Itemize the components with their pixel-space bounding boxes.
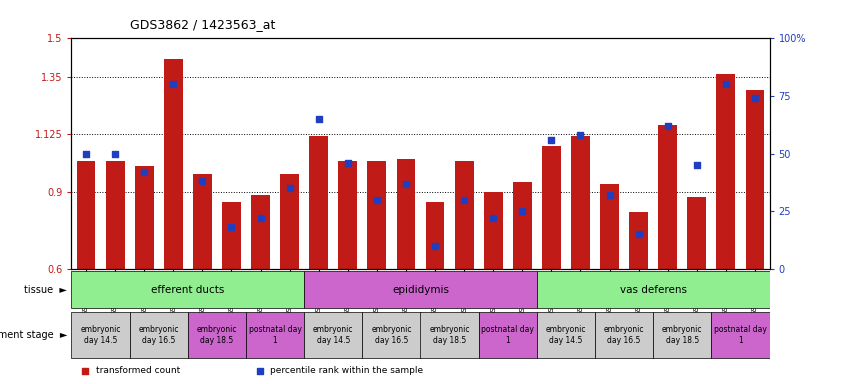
Point [79, 151, 93, 157]
Bar [130, 312, 188, 358]
Bar [600, 184, 619, 269]
Bar [304, 312, 362, 358]
Bar [164, 59, 182, 269]
Point [603, 192, 616, 198]
Point [137, 169, 151, 175]
Text: embryonic
day 18.5: embryonic day 18.5 [197, 325, 237, 345]
Text: embryonic
day 18.5: embryonic day 18.5 [430, 325, 470, 345]
Text: efferent ducts: efferent ducts [151, 285, 225, 295]
Text: embryonic
day 16.5: embryonic day 16.5 [139, 325, 179, 345]
Text: postnatal day
1: postnatal day 1 [714, 325, 767, 345]
Bar [280, 174, 299, 269]
Bar [687, 197, 706, 269]
Bar [309, 136, 328, 269]
Bar [659, 126, 677, 269]
Bar [537, 312, 595, 358]
Bar [396, 159, 415, 269]
Bar [537, 271, 770, 308]
Point [253, 367, 267, 374]
Bar [629, 212, 648, 269]
Text: transformed count: transformed count [96, 366, 180, 375]
Point [661, 123, 674, 129]
Point [283, 185, 296, 191]
Text: embryonic
day 18.5: embryonic day 18.5 [662, 325, 702, 345]
Text: epididymis: epididymis [392, 285, 449, 295]
Point [458, 197, 471, 203]
Bar [745, 89, 764, 269]
Text: embryonic
day 14.5: embryonic day 14.5 [81, 325, 121, 345]
Point [370, 197, 383, 203]
Bar [368, 161, 386, 269]
Text: embryonic
day 16.5: embryonic day 16.5 [604, 325, 644, 345]
Point [690, 162, 704, 168]
Text: vas deferens: vas deferens [620, 285, 687, 295]
Text: embryonic
day 14.5: embryonic day 14.5 [546, 325, 586, 345]
Bar [542, 146, 561, 269]
Bar [571, 136, 590, 269]
Point [516, 208, 529, 214]
Bar [455, 161, 473, 269]
Bar [595, 312, 653, 358]
Bar [484, 192, 503, 269]
Bar [362, 312, 420, 358]
Text: development stage  ►: development stage ► [0, 330, 67, 340]
Point [312, 116, 325, 122]
Bar [135, 166, 154, 269]
Point [545, 137, 558, 143]
Bar [420, 312, 479, 358]
Point [167, 81, 180, 88]
Point [719, 81, 733, 88]
Text: percentile rank within the sample: percentile rank within the sample [271, 366, 424, 375]
Bar [653, 312, 711, 358]
Bar [77, 161, 96, 269]
Point [574, 132, 587, 138]
Point [341, 160, 355, 166]
Text: tissue  ►: tissue ► [24, 285, 67, 295]
Bar [188, 312, 246, 358]
Bar [426, 202, 445, 269]
Text: GDS3862 / 1423563_at: GDS3862 / 1423563_at [130, 18, 276, 31]
Point [79, 367, 93, 374]
Bar [513, 182, 532, 269]
Point [428, 243, 442, 249]
Point [748, 95, 762, 101]
Bar [338, 161, 357, 269]
Point [632, 231, 645, 237]
Bar [251, 195, 270, 269]
Text: embryonic
day 14.5: embryonic day 14.5 [313, 325, 353, 345]
Point [399, 180, 413, 187]
Point [486, 215, 500, 221]
Point [196, 178, 209, 184]
Bar [246, 312, 304, 358]
Point [108, 151, 122, 157]
Bar [717, 74, 735, 269]
Point [254, 215, 267, 221]
Bar [193, 174, 212, 269]
Text: postnatal day
1: postnatal day 1 [481, 325, 534, 345]
Bar [106, 161, 124, 269]
Bar [479, 312, 537, 358]
Text: embryonic
day 16.5: embryonic day 16.5 [371, 325, 411, 345]
Bar [71, 271, 304, 308]
Bar [304, 271, 537, 308]
Bar [71, 312, 130, 358]
Text: postnatal day
1: postnatal day 1 [249, 325, 302, 345]
Bar [222, 202, 241, 269]
Point [225, 224, 238, 230]
Bar [711, 312, 770, 358]
